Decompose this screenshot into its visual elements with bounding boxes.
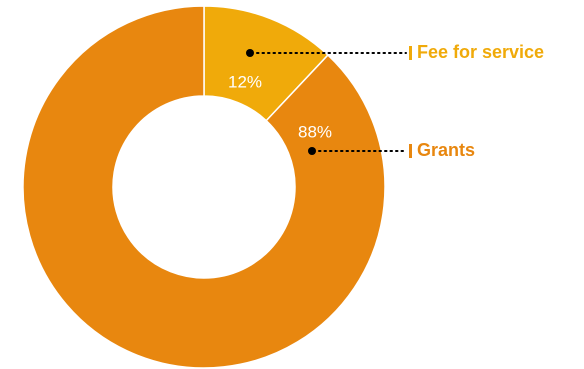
slice-grants [22, 5, 386, 369]
legend-marker-fee-for-service [409, 46, 412, 60]
legend: Fee for service Grants [246, 42, 544, 160]
legend-marker-grants [409, 144, 412, 158]
legend-label-fee-for-service: Fee for service [417, 42, 544, 62]
donut-slices [22, 5, 386, 369]
percentage-labels: 12% 88% [228, 72, 332, 141]
pct-label-grants: 88% [298, 122, 332, 141]
pct-label-fee-for-service: 12% [228, 72, 262, 91]
leader-dot-grants [308, 147, 316, 155]
legend-label-grants: Grants [417, 140, 475, 160]
leader-dot-fee-for-service [246, 49, 254, 57]
